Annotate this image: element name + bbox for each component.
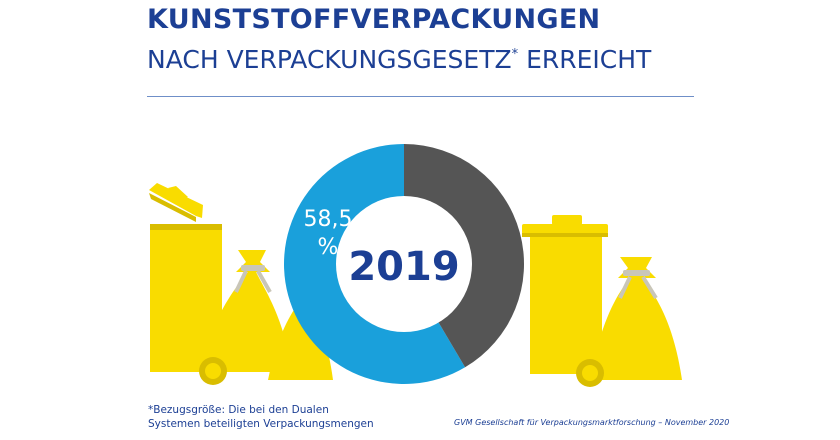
title-line-1: KUNSTSTOFFVERPACKUNGEN	[147, 4, 601, 35]
closed-yellow-bin-icon	[522, 215, 608, 374]
bin-wheel-icon	[199, 357, 227, 385]
share-label-unit: %	[318, 235, 339, 260]
source-credit: GVM Gesellschaft für Verpackungsmarktfor…	[454, 418, 730, 427]
footnote-mark: *	[511, 47, 519, 62]
title-line-2: NACH VERPACKUNGSGESETZ* ERREICHT	[147, 45, 651, 74]
share-label-value: 58,5	[304, 207, 353, 232]
donut-hole	[336, 196, 472, 332]
tied-yellow-bag-icon	[200, 250, 292, 372]
footnote-line-2: Systemen beteiligten Verpackungsmengen	[148, 418, 374, 430]
title-line-2-end: ERREICHT	[518, 45, 652, 74]
title-divider	[147, 96, 694, 97]
bin-wheel-icon-right	[576, 359, 604, 387]
footnote: *Bezugsgröße: Die bei den Dualen Systeme…	[148, 403, 374, 431]
tied-yellow-bag-icon-right	[590, 257, 682, 380]
footnote-line-1: *Bezugsgröße: Die bei den Dualen	[148, 404, 329, 416]
donut-center-year: 2019	[348, 244, 459, 290]
title-line-2-text: NACH VERPACKUNGSGESETZ	[147, 45, 512, 74]
